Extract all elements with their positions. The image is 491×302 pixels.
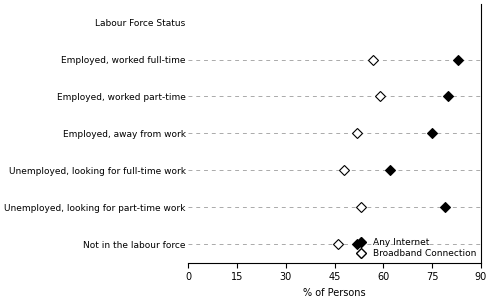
- X-axis label: % of Persons: % of Persons: [303, 288, 366, 298]
- Legend: Any Internet, Broadband Connection: Any Internet, Broadband Connection: [352, 238, 476, 258]
